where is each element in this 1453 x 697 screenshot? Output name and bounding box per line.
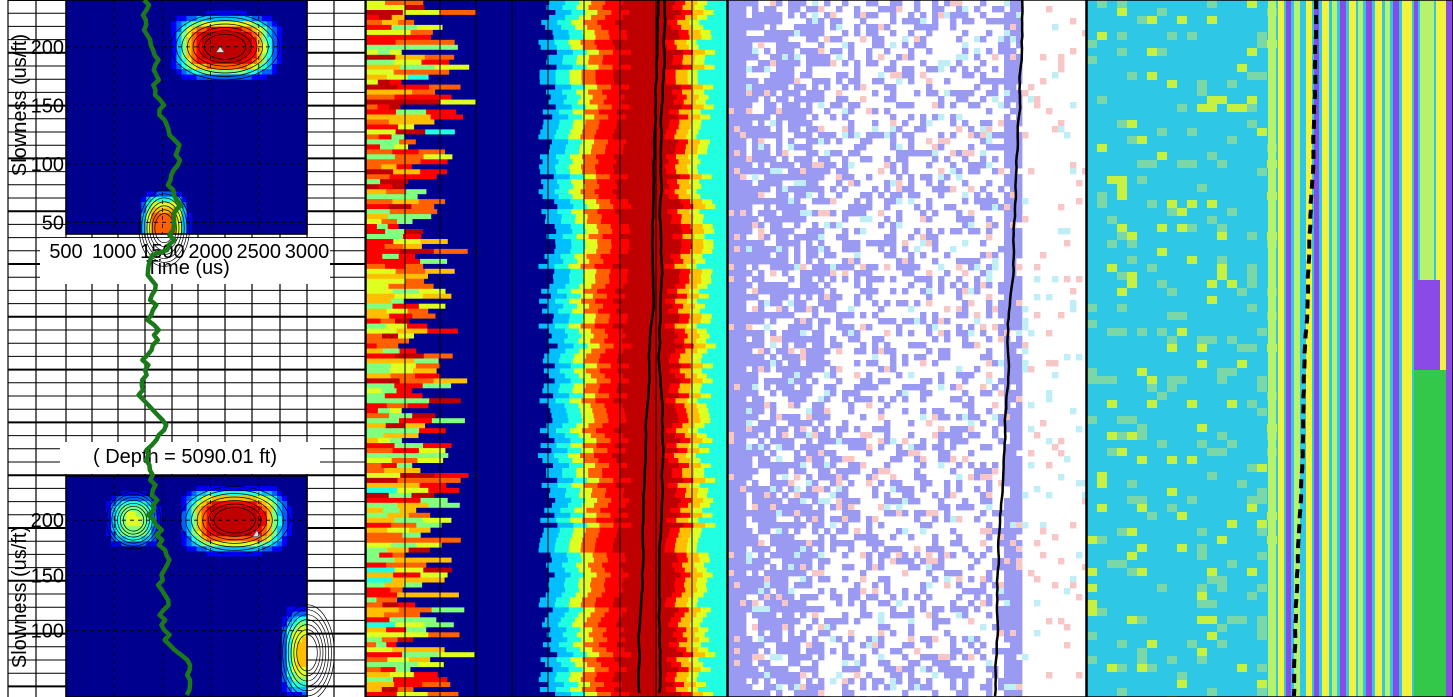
green-log-curve [136, 0, 193, 697]
track-2 [365, 0, 728, 697]
track-4 [1086, 0, 1453, 697]
y-tick-label: 100 [31, 621, 64, 643]
y-tick-label: 200 [31, 510, 64, 532]
coherence-heatmap [728, 0, 1089, 697]
y-tick-label: 200 [31, 37, 64, 59]
projection-curve-left [637, 0, 660, 694]
depth-title: ( Depth = 5090.01 ft) [93, 446, 277, 468]
projection-curve-right [657, 0, 667, 694]
x-tick-label: 3000 [285, 241, 330, 263]
lower-ylabel: Slowness (us/ft) [9, 526, 31, 668]
projection-heatmap [366, 0, 728, 697]
coherence-curve [993, 0, 1024, 697]
x-tick-label: 1000 [92, 241, 137, 263]
upper-stc-heatmap [66, 0, 308, 267]
y-tick-label: 50 [42, 212, 64, 234]
y-tick-label: 150 [31, 95, 64, 117]
track-3 [727, 0, 1089, 697]
x-tick-label: 2500 [237, 241, 282, 263]
upper-ylabel: Slowness (us/ft) [9, 34, 31, 176]
x-tick-label: 500 [49, 241, 82, 263]
lower-stc-map: ( Depth = 5090.01 ft) 200 150 100 Slowness… [9, 446, 335, 697]
lower-stc-heatmap [66, 476, 335, 697]
log-curves-image [1087, 0, 1453, 697]
dashed-curve [1291, 0, 1319, 697]
x-tick-label: 2000 [188, 241, 233, 263]
y-tick-label: 150 [31, 565, 64, 587]
y-tick-label: 100 [31, 154, 64, 176]
upper-xlabel: Time (us) [146, 257, 230, 279]
